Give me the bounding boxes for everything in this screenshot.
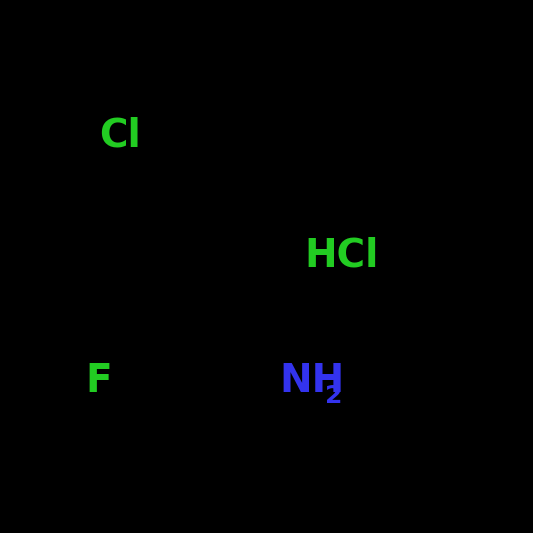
Text: HCl: HCl: [304, 237, 378, 275]
Text: NH: NH: [280, 362, 345, 400]
Text: F: F: [85, 362, 112, 400]
Text: Cl: Cl: [99, 117, 141, 155]
Text: 2: 2: [325, 384, 343, 408]
